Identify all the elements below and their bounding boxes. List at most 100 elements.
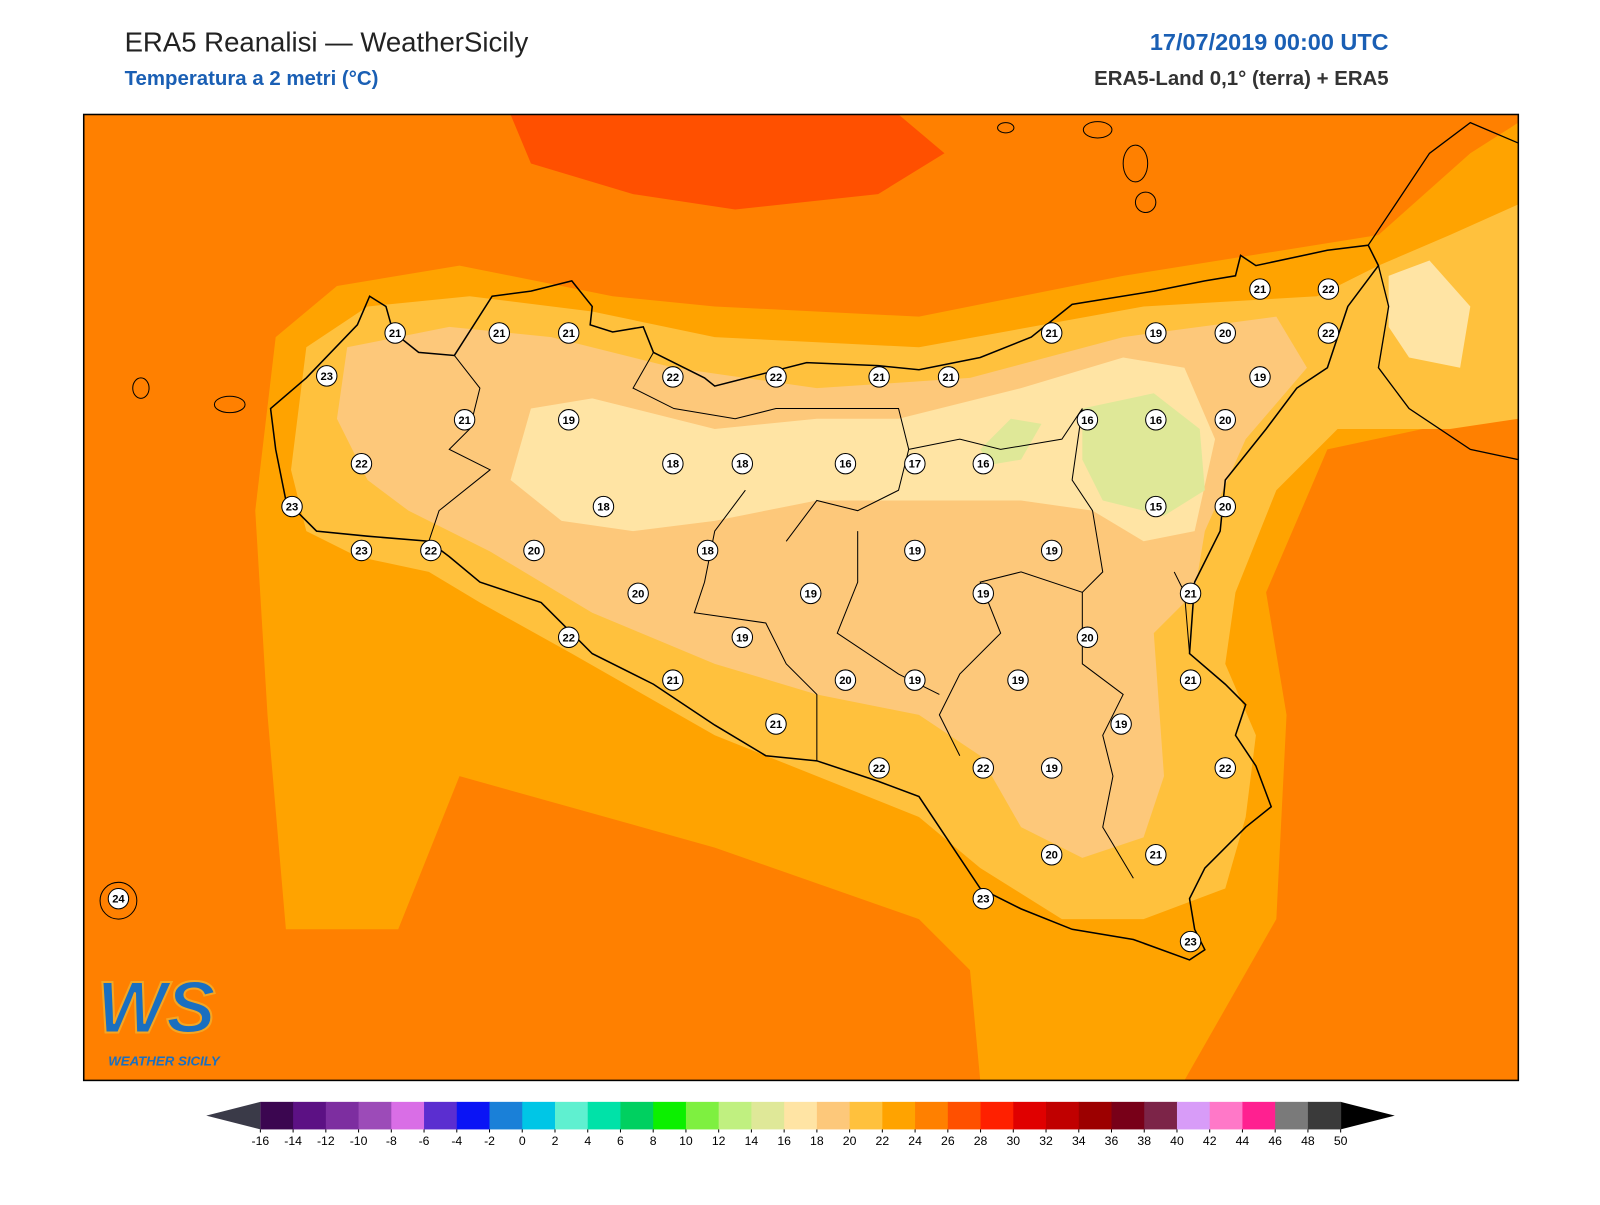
colorbar-bin bbox=[915, 1101, 949, 1130]
temp-area bbox=[980, 418, 1042, 465]
colorbar-extend-high bbox=[1340, 1101, 1395, 1130]
station-value: 22 bbox=[1322, 328, 1334, 340]
colorbar-tick-label: -8 bbox=[386, 1134, 397, 1148]
station: 19 bbox=[799, 582, 822, 605]
colorbar-tick-label: 50 bbox=[1334, 1134, 1348, 1148]
station-value: 20 bbox=[1045, 850, 1057, 862]
station: 21 bbox=[868, 366, 890, 388]
station: 16 bbox=[972, 452, 995, 475]
colorbar-bin bbox=[587, 1101, 621, 1130]
station-marker bbox=[420, 539, 442, 562]
station-marker bbox=[453, 409, 476, 431]
province-border bbox=[908, 408, 1104, 756]
station: 21 bbox=[488, 322, 511, 344]
station-value: 19 bbox=[1254, 372, 1266, 384]
station-value: 22 bbox=[562, 632, 574, 644]
station: 18 bbox=[592, 495, 615, 518]
station-marker bbox=[1179, 930, 1202, 953]
colorbar-tick-label: 42 bbox=[1203, 1134, 1217, 1148]
station-marker bbox=[662, 452, 684, 475]
colorbar-bin bbox=[882, 1101, 916, 1130]
station-marker bbox=[1249, 366, 1271, 388]
colorbar-bin bbox=[751, 1101, 785, 1130]
station: 19 bbox=[731, 626, 754, 648]
logo-name: WEATHER SICILY bbox=[108, 1054, 221, 1069]
island bbox=[1134, 191, 1157, 214]
station: 21 bbox=[765, 713, 787, 735]
station-value: 19 bbox=[909, 675, 921, 687]
station-value: 20 bbox=[839, 675, 851, 687]
station-value: 21 bbox=[389, 328, 401, 340]
colorbar-bin bbox=[456, 1101, 491, 1130]
station: 22 bbox=[1214, 757, 1236, 779]
temp-area bbox=[1388, 260, 1471, 368]
station-value: 21 bbox=[1184, 588, 1196, 600]
datetime: 17/07/2019 00:00 UTC bbox=[1150, 29, 1389, 55]
station-value: 18 bbox=[701, 545, 713, 557]
station: 18 bbox=[731, 452, 754, 475]
station: 19 bbox=[1145, 322, 1167, 344]
island bbox=[99, 881, 138, 920]
station: 21 bbox=[1040, 322, 1063, 344]
colorbar-bin bbox=[1078, 1101, 1113, 1130]
station-value: 22 bbox=[770, 372, 782, 384]
station: 21 bbox=[1145, 844, 1167, 866]
station-marker bbox=[1110, 713, 1132, 735]
station: 22 bbox=[1317, 322, 1340, 344]
station-value: 21 bbox=[942, 372, 954, 384]
station-marker bbox=[107, 887, 130, 910]
station: 19 bbox=[904, 539, 926, 562]
station: 20 bbox=[1214, 322, 1236, 344]
station-value: 21 bbox=[1045, 328, 1057, 340]
station-marker bbox=[1040, 844, 1063, 866]
warm-area bbox=[510, 114, 945, 210]
station: 16 bbox=[1076, 409, 1099, 431]
colorbar-bin bbox=[522, 1101, 556, 1130]
colorbar-bin bbox=[260, 1101, 294, 1130]
station-value: 21 bbox=[493, 328, 505, 340]
colorbar-tick-label: 38 bbox=[1137, 1134, 1151, 1148]
station-marker bbox=[972, 452, 995, 475]
colorbar-tick-label: 22 bbox=[876, 1134, 890, 1148]
station: 21 bbox=[558, 322, 580, 344]
station: 20 bbox=[1040, 844, 1063, 866]
station-marker bbox=[627, 582, 649, 605]
colorbar-tick-label: 26 bbox=[941, 1134, 955, 1148]
colorbar-tick-label: 48 bbox=[1301, 1134, 1315, 1148]
colorbar-bin bbox=[489, 1101, 523, 1130]
station-value: 19 bbox=[1012, 675, 1024, 687]
colorbar-tick-label: 14 bbox=[745, 1134, 759, 1148]
colorbar-tick-label: 12 bbox=[712, 1134, 726, 1148]
station-marker bbox=[1040, 539, 1063, 562]
station-marker bbox=[350, 539, 373, 562]
colorbar-tick-label: 0 bbox=[519, 1134, 526, 1148]
colorbar-tick-label: 32 bbox=[1039, 1134, 1053, 1148]
station-value: 16 bbox=[977, 459, 989, 471]
station: 21 bbox=[1179, 582, 1202, 605]
station-value: 17 bbox=[909, 459, 921, 471]
station: 23 bbox=[316, 365, 338, 387]
station-value: 24 bbox=[112, 894, 125, 906]
station: 21 bbox=[662, 669, 684, 691]
colorbar-extend-low bbox=[206, 1101, 261, 1130]
coastline bbox=[1367, 121, 1519, 246]
station-marker bbox=[662, 669, 684, 691]
station: 21 bbox=[453, 409, 476, 431]
station-value: 18 bbox=[667, 459, 679, 471]
station-marker bbox=[488, 322, 511, 344]
logo-mark: WS bbox=[97, 965, 215, 1048]
station: 19 bbox=[1007, 669, 1029, 691]
station-marker bbox=[350, 452, 373, 475]
station-value: 19 bbox=[1045, 763, 1057, 775]
colorbar-tick-label: -16 bbox=[252, 1134, 270, 1148]
station-value: 22 bbox=[873, 763, 885, 775]
station-value: 21 bbox=[770, 719, 782, 731]
station-value: 20 bbox=[528, 545, 540, 557]
station-value: 19 bbox=[909, 545, 921, 557]
colorbar-bin bbox=[816, 1101, 851, 1130]
colorbar-bin bbox=[1046, 1101, 1080, 1130]
island bbox=[132, 377, 150, 399]
station-value: 19 bbox=[1115, 719, 1127, 731]
station-value: 20 bbox=[632, 588, 644, 600]
station: 22 bbox=[558, 626, 580, 648]
